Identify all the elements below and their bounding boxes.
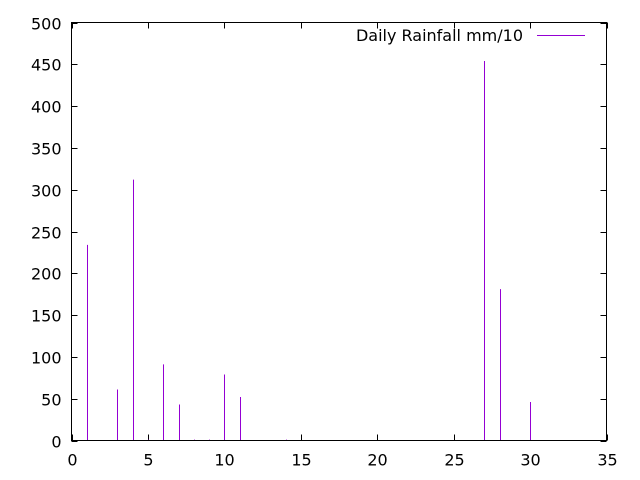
y-tick-label: 0 xyxy=(51,433,61,452)
impulse-series xyxy=(87,60,531,441)
y-tick-label: 400 xyxy=(31,98,62,117)
y-tick-label: 200 xyxy=(31,265,62,284)
legend-label: Daily Rainfall mm/10 xyxy=(356,26,523,45)
legend: Daily Rainfall mm/10 xyxy=(356,26,585,45)
x-tick-label: 30 xyxy=(520,451,540,470)
y-tick-label: 350 xyxy=(31,140,62,159)
x-tick-label: 20 xyxy=(367,451,387,470)
x-tick-label: 10 xyxy=(214,451,234,470)
y-tick-label: 150 xyxy=(31,307,62,326)
x-tick-label: 5 xyxy=(143,451,153,470)
y-tick-label: 500 xyxy=(31,15,62,34)
x-tick-label: 0 xyxy=(67,451,77,470)
axis-ticks: 0 50 100 150 200 250 300 350 400 450 500 0 5 10 15 20 25… xyxy=(31,15,618,470)
x-tick-label: 15 xyxy=(291,451,311,470)
y-tick-label: 250 xyxy=(31,224,62,243)
y-tick-label: 300 xyxy=(31,182,62,201)
x-tick-label: 35 xyxy=(597,451,617,470)
y-tick-label: 100 xyxy=(31,349,62,368)
plot-frame xyxy=(71,22,607,441)
y-tick-label: 50 xyxy=(41,391,61,410)
x-tick-label: 25 xyxy=(444,451,464,470)
y-tick-label: 450 xyxy=(31,56,62,75)
